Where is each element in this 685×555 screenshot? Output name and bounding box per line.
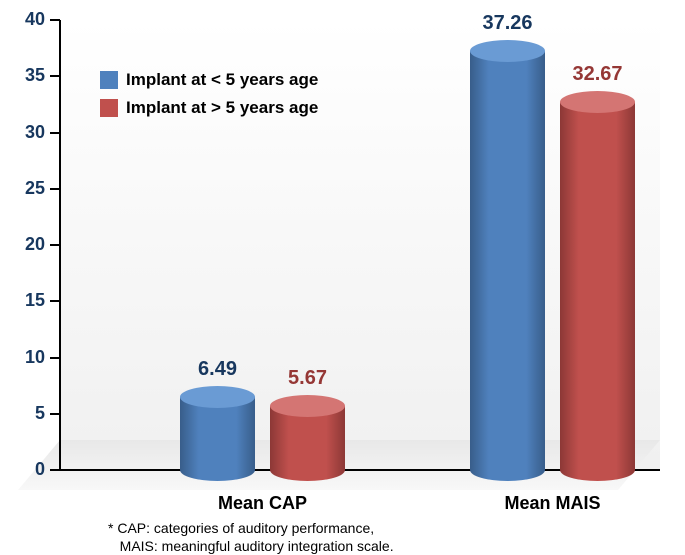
y-tick-label: 0 bbox=[0, 459, 45, 480]
y-tick bbox=[50, 300, 60, 302]
y-tick-label: 30 bbox=[0, 122, 45, 143]
y-tick-label: 20 bbox=[0, 234, 45, 255]
y-tick-label: 10 bbox=[0, 347, 45, 368]
legend-label: Implant at < 5 years age bbox=[126, 70, 318, 90]
legend-swatch-icon bbox=[100, 71, 118, 89]
y-tick bbox=[50, 19, 60, 21]
bar-cylinder bbox=[180, 397, 255, 470]
y-tick bbox=[50, 413, 60, 415]
legend-label: Implant at > 5 years age bbox=[126, 98, 318, 118]
y-tick-label: 15 bbox=[0, 290, 45, 311]
y-tick bbox=[50, 244, 60, 246]
bar-value-label: 32.67 bbox=[558, 63, 638, 86]
y-tick-label: 40 bbox=[0, 9, 45, 30]
y-tick-label: 35 bbox=[0, 65, 45, 86]
legend-item-under5: Implant at < 5 years age bbox=[100, 70, 318, 90]
y-tick bbox=[50, 75, 60, 77]
x-category-label: Mean CAP bbox=[173, 493, 353, 514]
bar-value-label: 37.26 bbox=[468, 12, 548, 35]
footnote-line2: MAIS: meaningful auditory integration sc… bbox=[108, 538, 394, 554]
bar-cylinder bbox=[470, 51, 545, 470]
legend: Implant at < 5 years age Implant at > 5 … bbox=[100, 70, 318, 126]
legend-item-over5: Implant at > 5 years age bbox=[100, 98, 318, 118]
bar-value-label: 5.67 bbox=[268, 367, 348, 390]
y-tick bbox=[50, 132, 60, 134]
bar-value-label: 6.49 bbox=[178, 358, 258, 381]
footnote: * CAP: categories of auditory performanc… bbox=[108, 520, 394, 555]
legend-swatch-icon bbox=[100, 99, 118, 117]
y-tick-label: 5 bbox=[0, 403, 45, 424]
bar-cylinder bbox=[560, 102, 635, 470]
bar-cylinder bbox=[270, 406, 345, 470]
chart-container: 0 5 10 15 20 25 30 35 40 6.49 5.67 37.26 32.67 Mean… bbox=[0, 0, 685, 551]
y-tick bbox=[50, 357, 60, 359]
footnote-line1: * CAP: categories of auditory performanc… bbox=[108, 520, 374, 536]
y-tick bbox=[50, 469, 60, 471]
x-category-label: Mean MAIS bbox=[463, 493, 643, 514]
y-tick bbox=[50, 188, 60, 190]
y-tick-label: 25 bbox=[0, 178, 45, 199]
